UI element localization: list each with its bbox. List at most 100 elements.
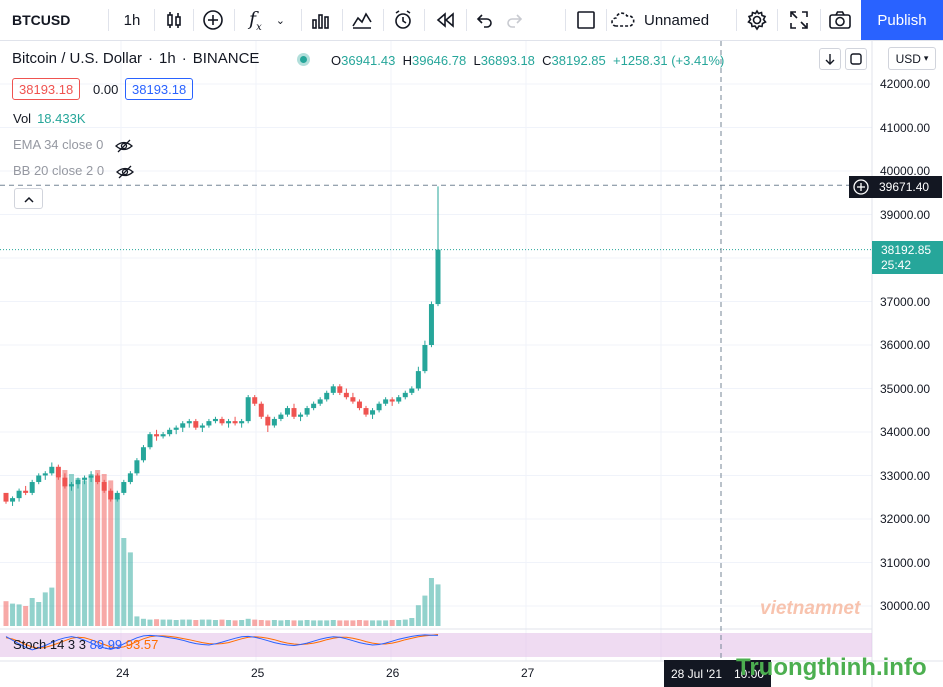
bb-legend[interactable]: BB 20 close 2 0	[13, 163, 134, 179]
publish-button[interactable]: Publish	[861, 0, 943, 40]
candle-body	[134, 460, 140, 474]
volume-bar	[212, 620, 218, 626]
candle-body	[409, 388, 415, 393]
volume-bar	[232, 620, 238, 626]
low-value: 36893.18	[480, 53, 535, 68]
candle-body	[160, 434, 166, 437]
chevron-down-icon: ⌄	[275, 14, 285, 27]
volume-bar	[409, 618, 415, 626]
legend-interval: 1h	[159, 50, 176, 67]
candle-body	[396, 397, 402, 402]
volume-value: 18.433K	[37, 111, 86, 126]
undo-button[interactable]	[469, 0, 499, 40]
candle-body	[140, 447, 146, 461]
alert-button[interactable]	[386, 0, 420, 40]
crosshair-price-label: 39671.40	[849, 176, 942, 198]
symbol-name: Bitcoin / U.S. Dollar	[12, 50, 143, 67]
plus-circle-icon[interactable]	[852, 178, 870, 196]
templates-button[interactable]	[304, 0, 338, 40]
price-tick: 33000.00	[880, 468, 931, 483]
price-tick: 30000.00	[880, 599, 931, 613]
volume-bar	[415, 605, 421, 626]
cloud-icon	[611, 12, 635, 27]
volume-bar	[68, 474, 74, 626]
crosshair-date-label: 28 Jul '21 10:00	[664, 660, 772, 687]
price-tick: 32000.00	[880, 512, 931, 526]
candle-body	[180, 423, 186, 428]
volume-bar	[82, 480, 88, 626]
top-toolbar: BTCUSD 1h fx ⌄ Unnamed	[0, 0, 943, 41]
crosshair-date: 28 Jul '21	[671, 666, 722, 681]
candle-body	[108, 490, 114, 500]
sell-price-button[interactable]: 38193.18	[12, 78, 81, 100]
redo-icon	[507, 14, 523, 28]
volume-bar	[428, 578, 434, 626]
replay-button[interactable]	[427, 0, 465, 40]
volume-bar	[49, 587, 55, 626]
volume-bar	[173, 620, 179, 626]
symbol-legend[interactable]: Bitcoin / U.S. Dollar · 1h · BINANCE	[12, 50, 265, 67]
layout-name: Unnamed	[644, 11, 710, 29]
candle-body	[212, 418, 218, 422]
maximize-pane-button[interactable]	[845, 48, 867, 70]
chart-canvas[interactable]	[0, 41, 943, 687]
settings-button[interactable]	[739, 0, 775, 40]
ema-legend[interactable]: EMA 34 close 0	[13, 137, 133, 153]
volume-legend[interactable]: Vol 18.433K	[13, 111, 86, 126]
candle-body	[3, 492, 9, 502]
fullscreen-button[interactable]	[780, 0, 818, 40]
interval-label: 1h	[123, 11, 141, 29]
volume-bar	[75, 478, 81, 626]
fullscreen-toggle-button[interactable]	[568, 0, 604, 40]
symbol-search-button[interactable]: BTCUSD	[4, 0, 112, 40]
volume-bar	[154, 619, 160, 626]
volume-bar	[140, 618, 146, 626]
candle-body	[265, 416, 271, 426]
snapshot-button[interactable]	[822, 0, 858, 40]
compare-button[interactable]	[196, 0, 230, 40]
candle-body	[42, 473, 48, 476]
volume-bar	[258, 620, 264, 626]
function-icon: fx	[249, 7, 262, 33]
redo-button[interactable]	[500, 0, 530, 40]
arrow-down-icon	[825, 54, 835, 65]
last-price: 38192.85	[881, 243, 932, 257]
scroll-down-button[interactable]	[819, 48, 841, 70]
alarm-clock-icon	[395, 10, 411, 29]
volume-bar	[36, 602, 42, 626]
volume-bar	[62, 470, 68, 626]
indicators-button[interactable]: fx ⌄	[237, 0, 297, 40]
layout-name-button[interactable]: Unnamed	[610, 0, 715, 40]
volume-bar	[370, 620, 376, 626]
bar-countdown: 25:42	[881, 258, 912, 272]
price-tick: 31000.00	[880, 555, 931, 570]
candle-body	[49, 466, 55, 474]
strategy-button[interactable]	[345, 0, 379, 40]
volume-bar	[88, 474, 94, 626]
stoch-k-line	[5, 634, 439, 651]
chart-type-button[interactable]	[157, 0, 191, 40]
legend-sep: ·	[148, 50, 154, 67]
volume-bar	[396, 620, 402, 626]
candle-body	[389, 399, 395, 402]
volume-bar	[304, 620, 310, 626]
candles-icon	[167, 12, 181, 28]
candle-body	[363, 408, 369, 415]
candle-body	[62, 477, 68, 487]
stoch-legend[interactable]: Stoch 14 3 3 89.99 93.57	[13, 637, 159, 652]
volume-bar	[180, 619, 186, 626]
volume-bar	[330, 620, 336, 626]
price-tick: 42000.00	[880, 77, 931, 91]
volume-bar	[23, 606, 29, 626]
price-tick: 36000.00	[880, 338, 931, 352]
interval-button[interactable]: 1h	[112, 0, 152, 40]
collapse-legend-button[interactable]	[14, 188, 43, 209]
eye-hidden-icon[interactable]	[114, 139, 133, 153]
buy-price-button[interactable]: 38193.18	[125, 78, 194, 100]
eye-hidden-icon[interactable]	[115, 165, 134, 179]
candle-body	[88, 475, 94, 478]
candle-body	[23, 490, 29, 493]
market-status-icon[interactable]	[297, 53, 310, 66]
currency-button[interactable]: USD ▾	[888, 47, 936, 70]
candle-body	[16, 490, 22, 499]
